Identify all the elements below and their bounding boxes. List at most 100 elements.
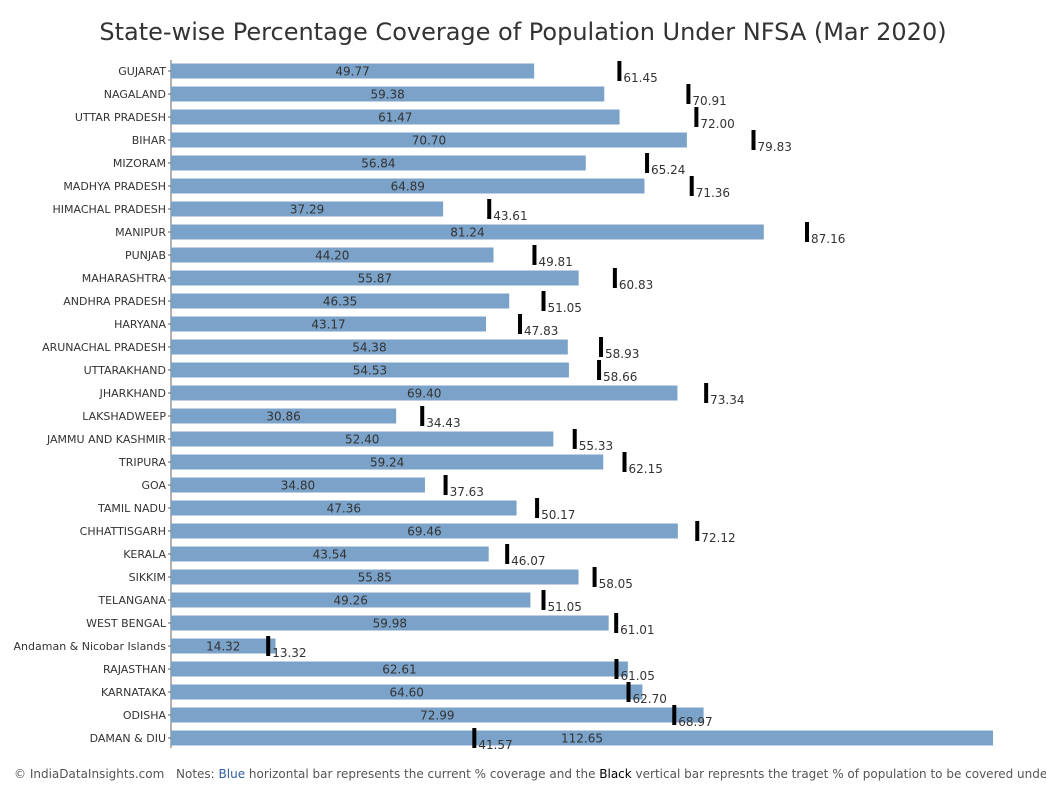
target-value-label: 49.81 <box>538 255 572 269</box>
target-marker <box>541 291 546 311</box>
current-coverage-bar <box>171 385 678 401</box>
target-value-label: 58.05 <box>599 577 633 591</box>
footer-note: Notes: Blue horizontal bar represents th… <box>176 767 1046 781</box>
category-label: TAMIL NADU <box>97 502 166 515</box>
category-label: ANDHRA PRADESH <box>63 295 166 308</box>
current-value-label: 62.61 <box>382 663 416 677</box>
current-coverage-bar <box>171 615 609 631</box>
target-marker <box>626 682 631 702</box>
target-value-label: 61.01 <box>620 623 654 637</box>
target-value-label: 13.32 <box>272 646 306 660</box>
target-value-label: 72.00 <box>700 117 734 131</box>
target-marker <box>472 728 477 748</box>
category-label: HARYANA <box>114 318 166 331</box>
current-value-label: 34.80 <box>281 479 315 493</box>
category-label: UTTAR PRADESH <box>75 111 166 124</box>
target-marker <box>689 176 694 196</box>
current-coverage-bar <box>171 477 425 493</box>
target-value-label: 58.93 <box>605 347 639 361</box>
current-value-label: 44.20 <box>315 249 349 263</box>
copyright-text: © IndiaDataInsights.com <box>14 767 165 781</box>
current-coverage-bar <box>171 592 531 608</box>
note-black-word: Black <box>599 767 632 781</box>
chart-title: State-wise Percentage Coverage of Popula… <box>99 18 947 46</box>
current-value-label: 70.70 <box>412 134 446 148</box>
category-label: JAMMU AND KASHMIR <box>46 433 166 446</box>
current-value-label: 59.38 <box>370 88 404 102</box>
current-coverage-bar <box>171 684 643 700</box>
target-marker <box>518 314 523 334</box>
target-value-label: 65.24 <box>651 163 685 177</box>
target-marker <box>695 521 700 541</box>
category-label: BIHAR <box>132 134 167 147</box>
current-value-label: 69.46 <box>407 525 441 539</box>
current-coverage-bar <box>171 408 397 424</box>
current-coverage-bar <box>171 546 489 562</box>
target-marker <box>614 613 619 633</box>
current-coverage-bar <box>171 201 444 217</box>
target-marker <box>622 452 627 472</box>
target-value-label: 72.12 <box>701 531 735 545</box>
category-label: TRIPURA <box>118 456 166 469</box>
category-label: ARUNACHAL PRADESH <box>42 341 166 354</box>
target-value-label: 51.05 <box>548 301 582 315</box>
target-value-label: 73.34 <box>710 393 744 407</box>
target-marker <box>686 84 691 104</box>
current-value-label: 54.53 <box>353 364 387 378</box>
target-marker <box>645 153 650 173</box>
current-coverage-bar <box>171 63 535 79</box>
current-coverage-bar <box>171 178 645 194</box>
note-blue-word: Blue <box>218 767 246 781</box>
target-marker <box>505 544 510 564</box>
current-coverage-bar <box>171 316 487 332</box>
category-label: GUJARAT <box>118 65 166 78</box>
target-value-label: 87.16 <box>811 232 845 246</box>
current-value-label: 55.87 <box>358 272 392 286</box>
current-value-label: 81.24 <box>450 226 484 240</box>
target-value-label: 50.17 <box>541 508 575 522</box>
category-label: MANIPUR <box>115 226 166 239</box>
bar-chart: GUJARAT 49.77 61.45 NAGALAND 59.38 70.91 UTTAR… <box>14 60 993 752</box>
target-value-label: 62.15 <box>629 462 663 476</box>
target-marker <box>266 636 271 656</box>
current-value-label: 54.38 <box>352 341 386 355</box>
current-value-label: 59.24 <box>370 456 404 470</box>
target-marker <box>487 199 492 219</box>
target-value-label: 37.63 <box>450 485 484 499</box>
target-marker <box>420 406 425 426</box>
category-label: SIKKIM <box>129 571 166 584</box>
current-coverage-bar <box>171 224 764 240</box>
current-coverage-bar <box>171 523 678 539</box>
category-label: NAGALAND <box>104 88 166 101</box>
current-coverage-bar <box>171 362 569 378</box>
category-label: JHARKHAND <box>99 387 166 400</box>
current-value-label: 47.36 <box>327 502 361 516</box>
target-value-label: 79.83 <box>758 140 792 154</box>
current-value-label: 46.35 <box>323 295 357 309</box>
current-coverage-bar <box>171 454 604 470</box>
current-value-label: 64.60 <box>390 686 424 700</box>
target-marker <box>541 590 546 610</box>
current-value-label: 112.65 <box>561 732 603 746</box>
category-label: CHHATTISGARH <box>80 525 166 538</box>
current-value-label: 49.77 <box>335 65 369 79</box>
category-label: KARNATAKA <box>101 686 166 699</box>
category-label: RAJASTHAN <box>103 663 166 676</box>
current-coverage-bar <box>171 661 628 677</box>
current-value-label: 43.17 <box>311 318 345 332</box>
current-value-label: 43.54 <box>313 548 347 562</box>
target-value-label: 55.33 <box>579 439 613 453</box>
target-marker <box>694 107 699 127</box>
target-marker <box>612 268 617 288</box>
target-marker <box>704 383 709 403</box>
category-label: TELANGANA <box>97 594 166 607</box>
current-coverage-bar <box>171 293 510 309</box>
current-coverage-bar <box>171 109 620 125</box>
target-marker <box>597 360 602 380</box>
target-value-label: 71.36 <box>696 186 730 200</box>
target-value-label: 47.83 <box>524 324 558 338</box>
category-label: MIZORAM <box>113 157 166 170</box>
target-value-label: 61.45 <box>623 71 657 85</box>
category-label: LAKSHADWEEP <box>82 410 166 423</box>
current-coverage-bar <box>171 270 579 286</box>
